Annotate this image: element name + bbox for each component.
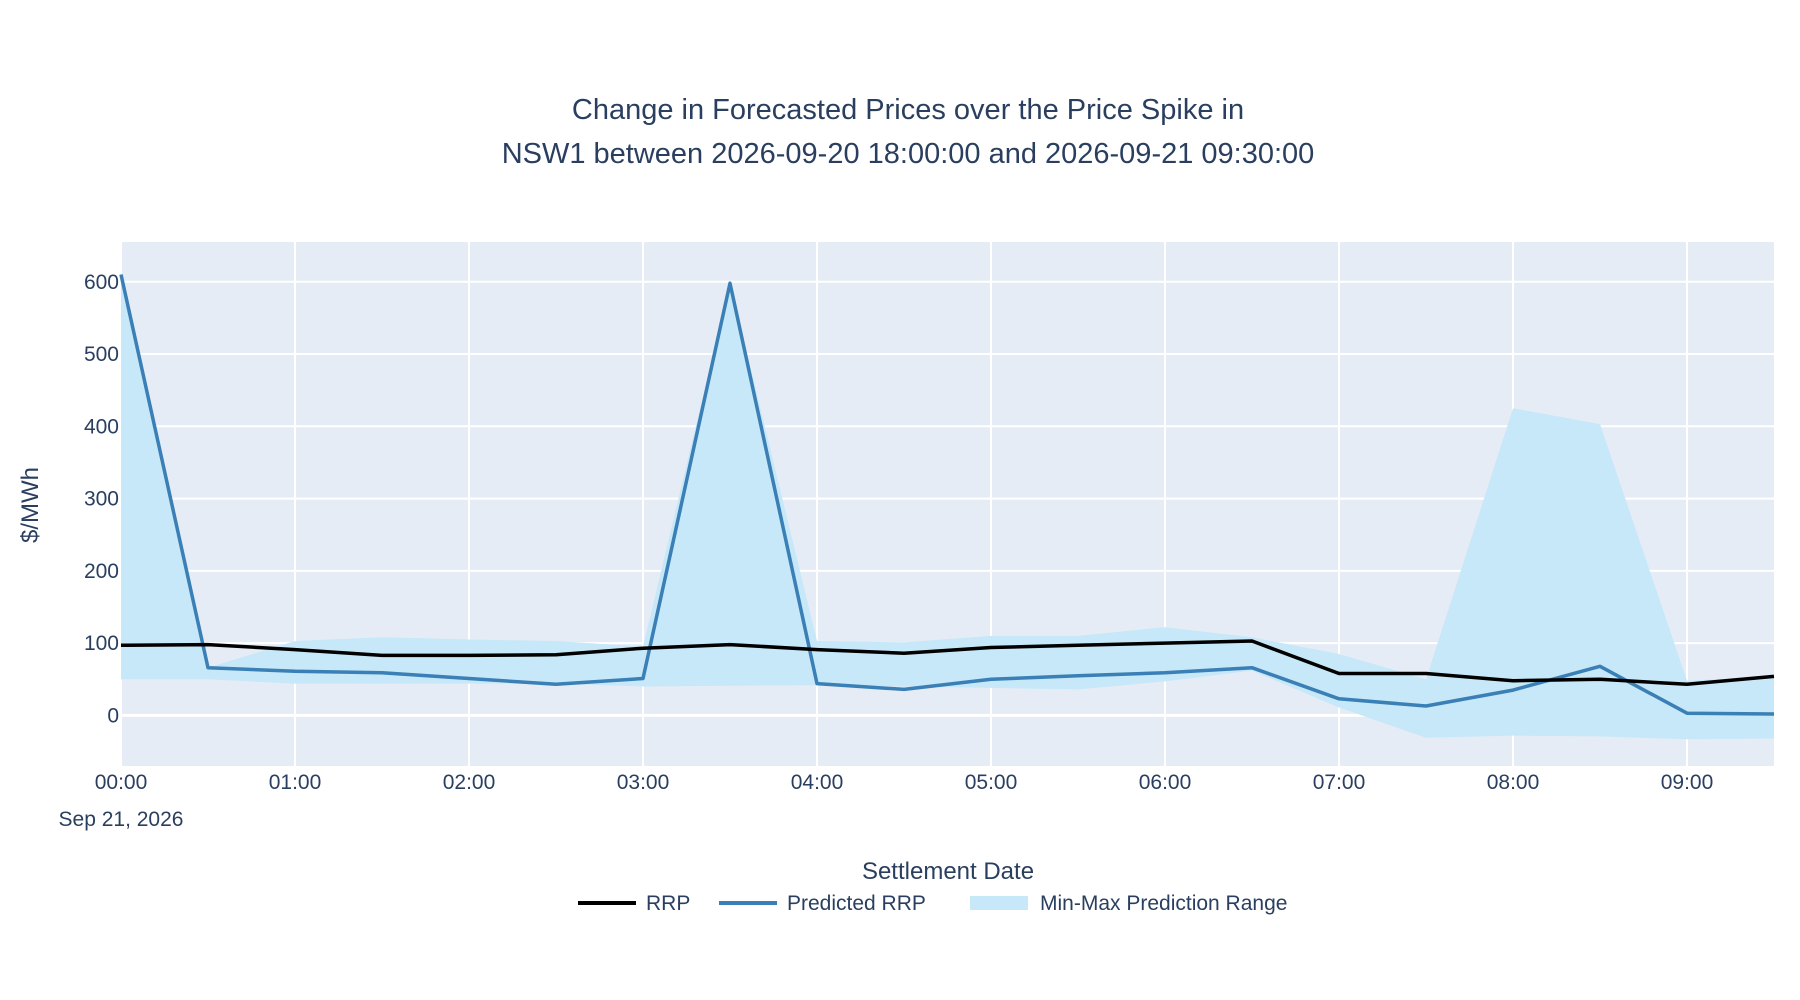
x-tick-label: 05:00 [965,771,1018,794]
rrp-line [120,639,1775,687]
y-tick-label: 600 [84,271,119,294]
chart-title-line1: Change in Forecasted Prices over the Pri… [572,94,1244,126]
series-lines-layer [119,274,1775,716]
y-tick-label: 200 [84,560,119,583]
x-tick-label: 08:00 [1487,771,1540,794]
x-tick-label: 02:00 [443,771,496,794]
x-axis-ticks: 00:00 01:00 02:00 03:00 04:00 05:00 06:00 07:00… [95,771,1714,794]
x-tick-label: 01:00 [269,771,322,794]
x-tick-label: 09:00 [1661,771,1714,794]
y-tick-label: 400 [84,415,119,438]
y-tick-label: 0 [107,704,119,727]
x-tick-label: 07:00 [1313,771,1366,794]
x-tick-label: 06:00 [1139,771,1192,794]
legend-label: Min-Max Prediction Range [1040,892,1287,915]
y-tick-label: 300 [84,488,119,511]
y-tick-label: 500 [84,343,119,366]
x-tick-label: 00:00 [95,771,148,794]
legend-swatch [970,896,1028,910]
x-axis-date-label: Sep 21, 2026 [59,808,184,831]
predicted-rrp-line [119,274,1775,716]
min-max-range-band [121,274,1774,740]
legend-label: RRP [646,892,690,915]
y-tick-label: 100 [84,632,119,655]
x-tick-label: 04:00 [791,771,844,794]
legend: RRP Predicted RRP Min-Max Prediction Range [578,892,1287,915]
legend-predicted-rrp: Predicted RRP [719,892,926,915]
legend-label: Predicted RRP [787,892,926,915]
range-band-layer [121,274,1774,740]
legend-range: Min-Max Prediction Range [970,892,1287,915]
x-axis-title: Settlement Date [862,858,1034,885]
y-axis-ticks: 0 100 200 300 400 500 600 [84,271,119,728]
x-tick-label: 03:00 [617,771,670,794]
legend-rrp: RRP [578,892,690,915]
chart-title-line2: NSW1 between 2026-09-20 18:00:00 and 202… [502,138,1315,170]
y-axis-title: $/MWh [17,467,44,543]
